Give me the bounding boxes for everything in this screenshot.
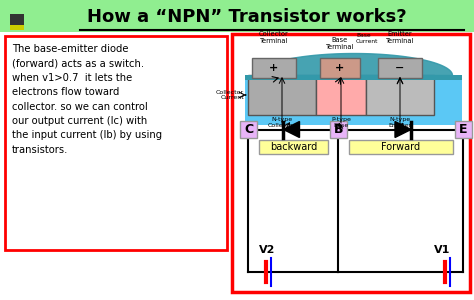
Text: −: − xyxy=(395,63,405,73)
FancyBboxPatch shape xyxy=(330,121,347,138)
Text: V1: V1 xyxy=(434,245,450,255)
FancyBboxPatch shape xyxy=(366,75,434,115)
Text: N-type
Collector: N-type Collector xyxy=(268,117,296,128)
Polygon shape xyxy=(395,122,411,137)
Text: +: + xyxy=(269,63,279,73)
Text: E: E xyxy=(459,123,468,136)
Text: P-type
Base: P-type Base xyxy=(331,117,351,128)
Text: backward: backward xyxy=(270,142,317,152)
Text: V2: V2 xyxy=(258,245,275,255)
Text: N-type
Emitter: N-type Emitter xyxy=(388,117,411,128)
Text: Collector
Current: Collector Current xyxy=(216,90,244,101)
FancyBboxPatch shape xyxy=(245,75,462,125)
FancyBboxPatch shape xyxy=(240,121,257,138)
FancyBboxPatch shape xyxy=(455,121,472,138)
FancyBboxPatch shape xyxy=(252,58,296,78)
Text: C: C xyxy=(244,123,253,136)
Text: The base-emitter diode
(forward) acts as a switch.
when v1>0.7  it lets the
elec: The base-emitter diode (forward) acts as… xyxy=(12,44,162,155)
FancyBboxPatch shape xyxy=(5,36,227,250)
Text: Forward: Forward xyxy=(382,142,420,152)
Text: How a “NPN” Transistor works?: How a “NPN” Transistor works? xyxy=(87,8,407,26)
FancyBboxPatch shape xyxy=(378,58,422,78)
FancyBboxPatch shape xyxy=(0,0,474,32)
Text: Collector
Terminal: Collector Terminal xyxy=(259,31,289,44)
FancyBboxPatch shape xyxy=(10,25,24,30)
Polygon shape xyxy=(283,122,300,137)
FancyBboxPatch shape xyxy=(259,140,328,154)
Text: +: + xyxy=(336,63,345,73)
FancyBboxPatch shape xyxy=(248,75,316,115)
Text: Emitter
Terminal: Emitter Terminal xyxy=(386,31,414,44)
FancyBboxPatch shape xyxy=(232,34,470,292)
FancyBboxPatch shape xyxy=(245,75,462,80)
Text: Base
Current: Base Current xyxy=(356,33,379,44)
FancyBboxPatch shape xyxy=(316,75,366,115)
FancyBboxPatch shape xyxy=(349,140,453,154)
Text: Base
Terminal: Base Terminal xyxy=(326,37,354,50)
FancyBboxPatch shape xyxy=(10,14,24,26)
Text: B: B xyxy=(334,123,343,136)
FancyBboxPatch shape xyxy=(320,58,360,78)
